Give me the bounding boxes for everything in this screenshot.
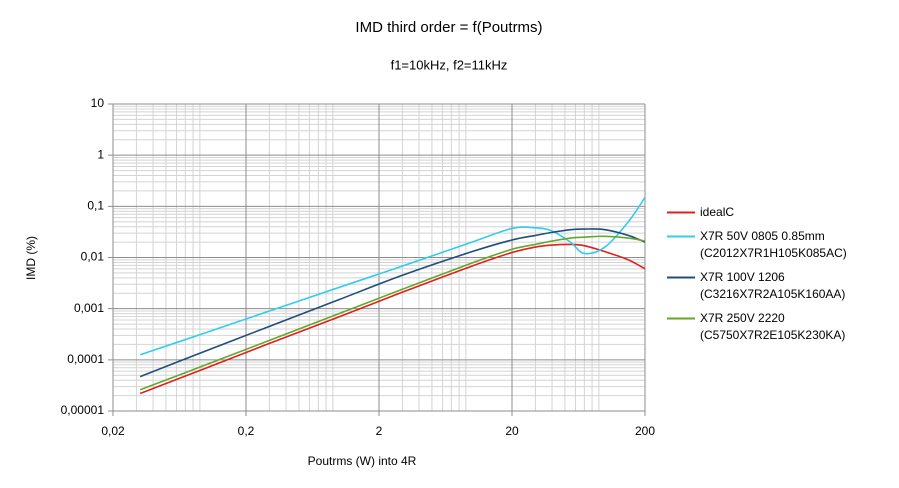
- y-tick-label: 0,1: [87, 199, 104, 213]
- legend-label: X7R 100V 1206 (C3216X7R2A105K160AA): [700, 270, 846, 301]
- y-tick-label: 0,001: [74, 301, 104, 315]
- y-tick-label: 10: [91, 96, 105, 110]
- y-tick-label: 0,0001: [67, 352, 104, 366]
- y-tick-label: 0,01: [81, 250, 105, 264]
- x-tick-label: 200: [635, 424, 655, 438]
- series-line: [139, 196, 645, 356]
- x-tick-label: 2: [376, 424, 383, 438]
- chart-title: IMD third order = f(Poutrms): [355, 19, 542, 36]
- series-line: [139, 235, 645, 391]
- y-tick-label: 1: [97, 147, 104, 161]
- y-axis-label: IMD (%): [24, 236, 38, 280]
- x-tick-label: 0,02: [101, 424, 125, 438]
- y-tick-label: 0,00001: [61, 403, 105, 417]
- x-axis-label: Poutrms (W) into 4R: [308, 454, 417, 468]
- legend-label: idealC: [700, 205, 735, 219]
- chart-subtitle: f1=10kHz, f2=11kHz: [391, 57, 508, 72]
- series-line: [139, 228, 645, 378]
- legend-label: X7R 50V 0805 0.85mm (C2012X7R1H105K085AC…: [700, 229, 847, 260]
- legend-label: X7R 250V 2220 (C5750X7R2E105K230KA): [700, 311, 846, 342]
- x-tick-label: 20: [505, 424, 519, 438]
- x-tick-label: 0,2: [238, 424, 255, 438]
